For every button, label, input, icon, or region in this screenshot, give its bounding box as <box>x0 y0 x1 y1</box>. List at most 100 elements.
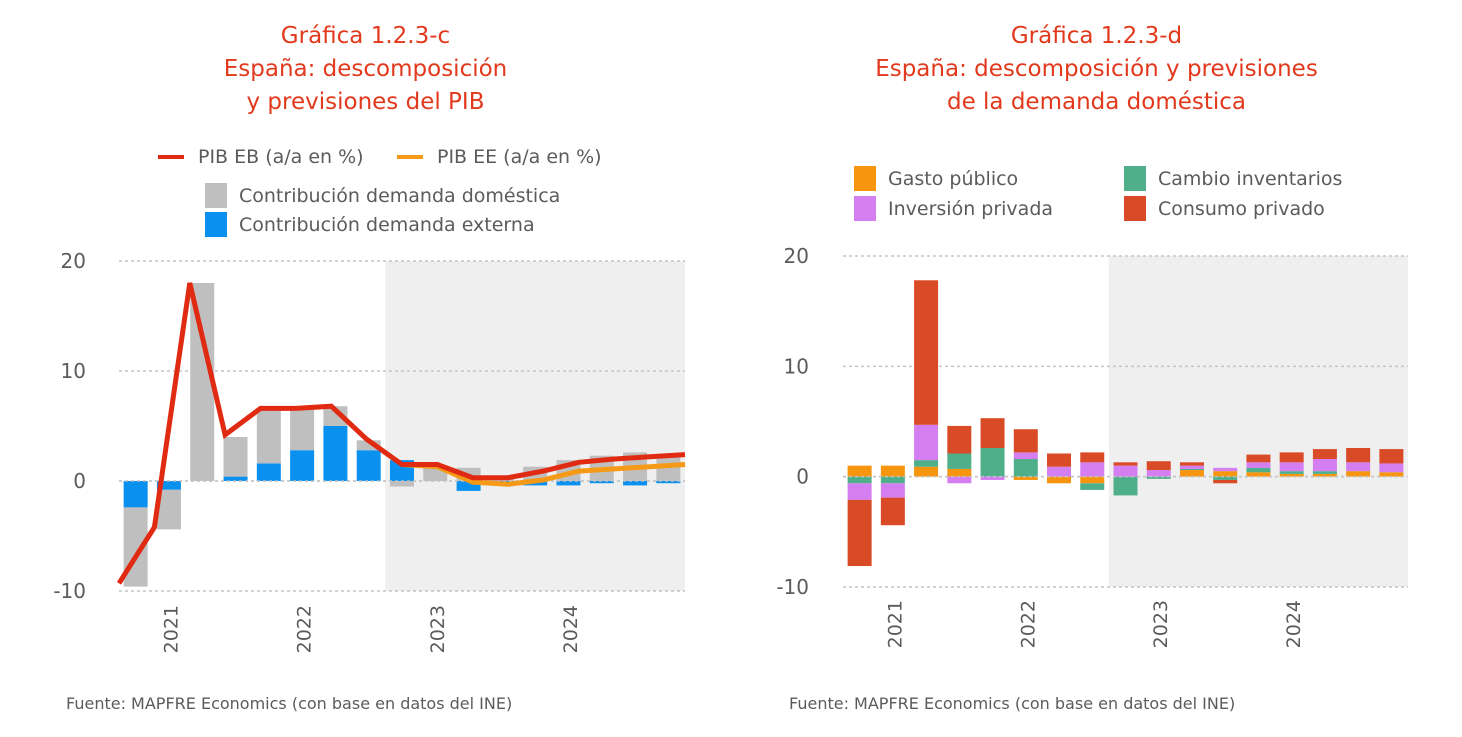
y-tick-label: 0 <box>796 465 809 489</box>
bar-inversion-privada <box>947 476 972 484</box>
bar-inversion-privada <box>1179 465 1204 469</box>
bar-contribucion-demanda-externa <box>290 450 315 481</box>
x-year-label: 2022 <box>1017 600 1039 648</box>
legend-label: PIB EE (a/a en %) <box>437 146 602 168</box>
bar-consumo-privado <box>1047 453 1072 467</box>
bar-gasto-publico <box>914 466 939 477</box>
bar-inversion-privada <box>1047 466 1072 477</box>
bar-gasto-publico <box>1213 471 1238 477</box>
line-pib-ee-a-a-en <box>401 462 686 487</box>
legend-swatch-gasto-publico <box>854 166 876 191</box>
legend-item-domestic: Contribución demanda doméstica <box>205 183 560 208</box>
bar-contribucion-demanda-externa <box>123 481 148 508</box>
bar-consumo-privado <box>1346 447 1371 463</box>
chart-title-line: y previsiones del PIB <box>246 89 485 115</box>
legend-swatch-pib-eb <box>158 155 184 159</box>
bar-inversion-privada <box>1080 462 1105 477</box>
forecast-region <box>1108 256 1408 587</box>
bar-inversion-privada <box>1013 452 1038 460</box>
bar-inversion-privada <box>1246 462 1271 468</box>
bar-contribucion-demanda-externa <box>356 450 381 481</box>
bar-cambio-inventarios <box>1246 467 1271 473</box>
bar-contribucion-demanda-domestica <box>256 409 281 464</box>
bar-cambio-inventarios <box>1013 459 1038 477</box>
legend-swatch-inversion-privada <box>854 196 876 221</box>
bar-contribucion-demanda-externa <box>556 481 581 486</box>
x-year-label: 2023 <box>427 605 449 653</box>
y-tick-label: -10 <box>53 579 86 603</box>
bar-consumo-privado <box>1279 452 1304 463</box>
bar-inversion-privada <box>1279 462 1304 472</box>
bar-gasto-publico <box>1047 476 1072 484</box>
source-note-c: Fuente: MAPFRE Economics (con base en da… <box>66 694 513 713</box>
chart-title-line: Gráfica 1.2.3-d <box>1010 23 1183 49</box>
chart-title-line: España: descomposición y previsiones <box>875 56 1318 82</box>
bar-contribucion-demanda-externa <box>323 426 348 481</box>
legend-item-external: Contribución demanda externa <box>205 212 535 237</box>
legend-label: Contribución demanda externa <box>239 213 535 236</box>
bar-consumo-privado <box>1246 454 1271 463</box>
chart-title-d: Gráfica 1.2.3-d España: descomposición y… <box>731 20 1462 119</box>
y-tick-label: 10 <box>784 354 809 378</box>
bar-consumo-privado <box>1113 462 1138 466</box>
bar-cambio-inventarios <box>1146 476 1171 479</box>
bar-cambio-inventarios <box>1113 476 1138 496</box>
legend-swatch-cambio-inventarios <box>1124 166 1146 191</box>
legend-label: Contribución demanda doméstica <box>239 184 561 207</box>
bar-contribucion-demanda-domestica <box>190 283 215 481</box>
x-year-label: 2023 <box>1150 600 1172 648</box>
source-note-d: Fuente: MAPFRE Economics (con base en da… <box>789 694 1236 713</box>
bar-gasto-publico <box>1013 476 1038 480</box>
x-year-label: 2021 <box>160 605 182 653</box>
forecast-region <box>385 261 685 591</box>
bar-contribucion-demanda-externa <box>656 481 681 484</box>
legend-label: Cambio inventarios <box>1158 167 1343 190</box>
bar-contribucion-demanda-externa <box>623 481 648 486</box>
bar-contribucion-demanda-domestica <box>223 437 248 477</box>
legend-swatch-domestic <box>205 183 227 208</box>
chart-panel-d: Gráfica 1.2.3-d España: descomposición y… <box>731 0 1462 737</box>
bar-contribucion-demanda-domestica <box>290 408 315 451</box>
bar-consumo-privado <box>1080 452 1105 463</box>
bar-cambio-inventarios <box>914 460 939 467</box>
bar-contribucion-demanda-externa <box>223 476 248 481</box>
bar-consumo-privado <box>1312 449 1337 460</box>
legend-swatch-pib-ee <box>397 155 423 159</box>
legend-label: Consumo privado <box>1158 197 1325 220</box>
bar-inversion-privada <box>980 476 1005 480</box>
bar-cambio-inventarios <box>1080 483 1105 490</box>
legend-item-inversion-privada: Inversión privada <box>854 196 1053 221</box>
bar-inversion-privada <box>880 483 905 498</box>
bar-gasto-publico <box>1279 473 1304 477</box>
chart-title-line: de la demanda doméstica <box>946 89 1247 115</box>
y-tick-label: 10 <box>61 359 86 383</box>
bar-inversion-privada <box>1213 467 1238 472</box>
y-tick-label: -10 <box>776 575 809 599</box>
legend-item-pib-ee: PIB EE (a/a en %) <box>397 146 602 168</box>
bar-cambio-inventarios <box>980 447 1005 477</box>
bar-inversion-privada <box>847 483 872 500</box>
bar-gasto-publico <box>1346 471 1371 477</box>
bar-cambio-inventarios <box>847 476 872 484</box>
bar-inversion-privada <box>1346 462 1371 472</box>
bar-gasto-publico <box>1312 473 1337 477</box>
y-tick-label: 20 <box>61 249 86 273</box>
x-year-label: 2024 <box>560 605 582 653</box>
legend-swatch-external <box>205 212 227 237</box>
bar-inversion-privada <box>1379 463 1404 473</box>
legend-item-consumo-privado: Consumo privado <box>1124 196 1325 221</box>
bar-contribucion-demanda-domestica <box>356 440 381 451</box>
bar-gasto-publico <box>1379 472 1404 477</box>
bar-contribucion-demanda-domestica <box>390 481 414 487</box>
bar-gasto-publico <box>1246 472 1271 477</box>
y-tick-label: 0 <box>73 469 86 493</box>
bar-consumo-privado <box>1013 429 1038 453</box>
legend-swatch-consumo-privado <box>1124 196 1146 221</box>
line-pib-eb-a-a-en <box>116 282 686 585</box>
chart-plot-c: 20 10 0 -10 2021 2022 2023 2024 <box>53 249 686 653</box>
chart-title-line: España: descomposición <box>223 56 508 82</box>
bar-consumo-privado <box>847 499 872 567</box>
bar-cambio-inventarios <box>947 453 972 469</box>
legend-item-pib-eb: PIB EB (a/a en %) <box>158 146 364 168</box>
bar-consumo-privado <box>1379 449 1404 464</box>
